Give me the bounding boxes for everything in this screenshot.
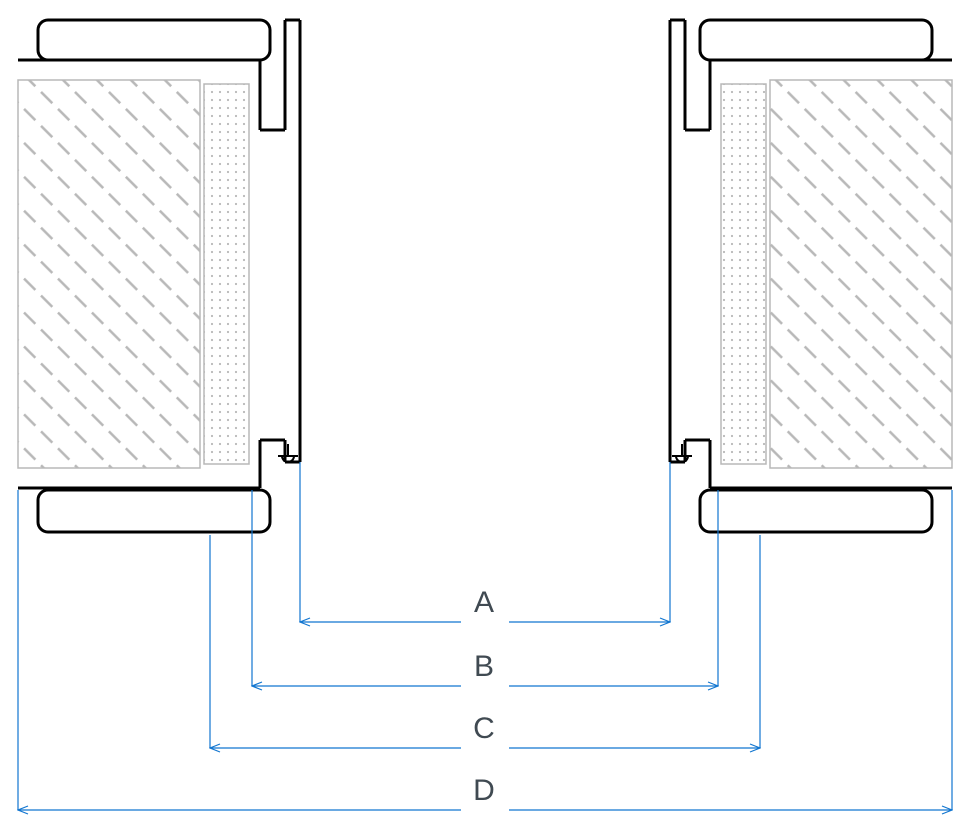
dim-label-a: A: [474, 586, 496, 619]
dim-label-d: D: [473, 774, 497, 807]
dimensions-group: ABCD: [18, 462, 952, 810]
dim-label-c: C: [473, 712, 497, 745]
dim-label-b: B: [474, 650, 496, 683]
